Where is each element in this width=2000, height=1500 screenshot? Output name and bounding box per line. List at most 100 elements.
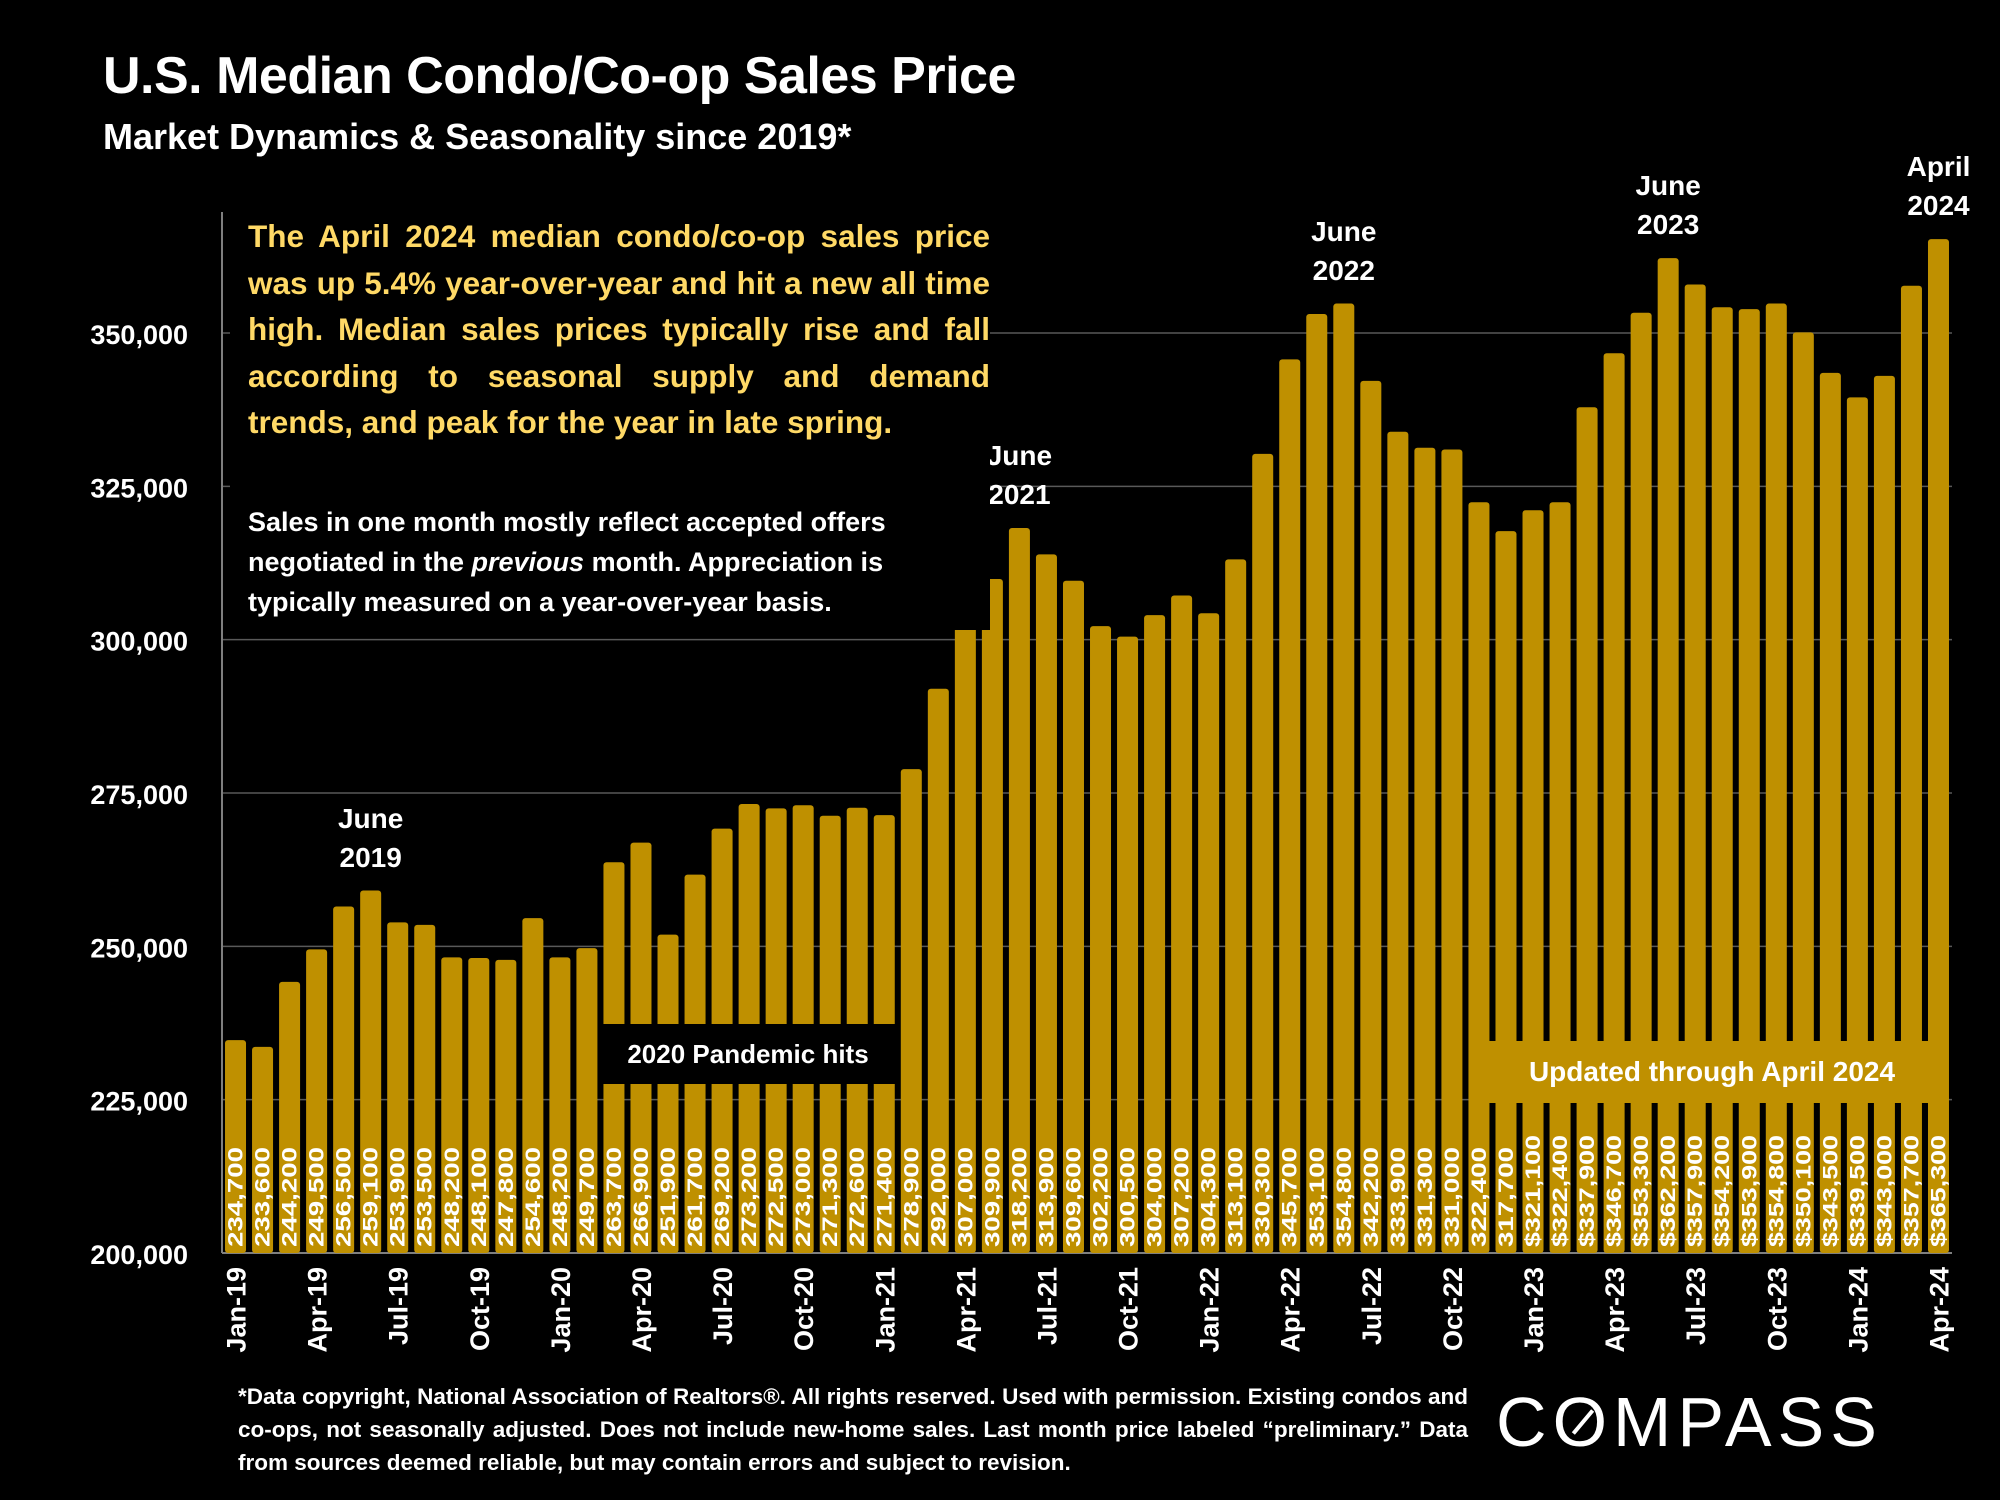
bar-Feb-22: [1225, 559, 1247, 1253]
bar-Feb-19: [252, 1046, 274, 1253]
bar-Jan-20: [549, 957, 571, 1253]
bar-Apr-22: [1279, 359, 1301, 1254]
y-tick-label: 200,000: [90, 1240, 188, 1270]
bar-value-label: 263,700: [603, 1147, 626, 1247]
bar-value-label: 342,200: [1360, 1147, 1383, 1247]
bar-value-label: 307,200: [1171, 1147, 1194, 1247]
y-tick-label: 350,000: [90, 320, 188, 350]
bar-value-label: 307,000: [954, 1147, 977, 1247]
bar-Apr-23: [1603, 353, 1625, 1253]
bar-value-label: $354,800: [1765, 1135, 1788, 1247]
x-axis: Jan-19 Apr-19 Jul-19 Oct-19 Jan-20 Apr-20 Jul-…: [222, 1267, 1955, 1353]
bar-Dec-19: [522, 918, 544, 1253]
y-tick-label: 300,000: [90, 627, 188, 657]
footnote: *Data copyright, National Association of…: [238, 1384, 1468, 1475]
bar-Aug-22: [1387, 431, 1409, 1253]
bar-Dec-21: [1171, 595, 1193, 1253]
bar-value-label: 248,200: [549, 1147, 572, 1247]
bar-Feb-20: [576, 948, 598, 1253]
bar-value-label: 254,600: [522, 1147, 545, 1247]
bar-Dec-23: [1819, 372, 1841, 1253]
bar-value-label: 249,500: [306, 1147, 329, 1247]
peak-label-year: 2021: [988, 479, 1051, 511]
bar-value-label: 318,200: [1008, 1147, 1031, 1247]
bar-May-19: [333, 906, 355, 1253]
peak-label-month: June: [1311, 215, 1377, 247]
bar-value-label: 292,000: [927, 1147, 950, 1247]
x-tick-label: Apr-19: [303, 1267, 333, 1353]
peak-label-year: 2019: [339, 841, 402, 873]
peak-label: June 2021: [959, 436, 1079, 514]
bar-Feb-24: [1873, 375, 1895, 1253]
bar-Sep-19: [441, 957, 463, 1253]
bar-value-label: 233,600: [252, 1147, 275, 1247]
x-tick-label: Oct-21: [1114, 1267, 1144, 1351]
bar-value-label: $357,900: [1684, 1135, 1707, 1247]
x-tick-label: Apr-24: [1924, 1267, 1954, 1353]
commentary-note: Sales in one month mostly reflect accept…: [248, 502, 948, 622]
commentary-lead: The April 2024 median condo/co-op sales …: [248, 218, 990, 440]
peak-label-month: June: [986, 440, 1053, 472]
bar-value-label: $353,300: [1630, 1135, 1653, 1247]
bar-value-label: 313,900: [1035, 1147, 1058, 1247]
bar-Mar-19: [279, 981, 301, 1253]
bar-Aug-21: [1062, 580, 1084, 1253]
bar-Apr-24: [1927, 239, 1949, 1253]
bar-Mar-21: [927, 688, 949, 1253]
updated-through-badge: Updated through April 2024: [1476, 1041, 1948, 1103]
bar-May-23: [1630, 312, 1652, 1253]
bar-value-label: 249,700: [576, 1147, 599, 1247]
bar-value-label: 331,300: [1414, 1147, 1437, 1247]
bar-value-label: $350,100: [1792, 1135, 1815, 1247]
bar-value-label: 330,300: [1252, 1147, 1275, 1247]
x-tick-label: Apr-21: [951, 1267, 981, 1353]
bar-Mar-23: [1576, 407, 1598, 1253]
bar-value-label: 272,500: [765, 1147, 788, 1247]
x-tick-label: Jul-19: [384, 1267, 414, 1345]
bar-value-label: 302,200: [1090, 1147, 1113, 1247]
note-italic: previous: [471, 547, 585, 577]
bar-Jan-24: [1846, 397, 1868, 1253]
bar-value-label: $343,500: [1819, 1135, 1842, 1247]
bar-Jul-19: [387, 922, 409, 1253]
x-tick-label: Oct-23: [1762, 1267, 1792, 1351]
bar-value-label: 331,000: [1441, 1147, 1464, 1247]
bar-Jan-19: [225, 1040, 247, 1253]
bar-Sep-22: [1414, 447, 1436, 1253]
bar-value-label: 309,900: [981, 1147, 1004, 1247]
peak-label: June 2023: [1608, 166, 1728, 244]
bar-Jun-23: [1657, 258, 1679, 1253]
x-tick-label: Jul-23: [1681, 1267, 1711, 1345]
bar-Nov-23: [1792, 332, 1814, 1253]
peak-label: April 2024: [1878, 147, 1998, 225]
bar-value-label: 300,500: [1117, 1147, 1140, 1247]
peak-label-month: June: [337, 802, 404, 834]
peak-label: June 2019: [311, 799, 431, 877]
bar-value-label: 304,000: [1144, 1147, 1167, 1247]
y-tick-label: 225,000: [90, 1087, 188, 1117]
bar-value-label: $337,900: [1576, 1135, 1599, 1247]
bar-value-label: 248,100: [468, 1147, 491, 1247]
y-tick-label: 275,000: [90, 780, 188, 810]
bar-value-label: 353,100: [1306, 1147, 1329, 1247]
bar-Nov-22: [1468, 502, 1490, 1253]
chart-subtitle: Market Dynamics & Seasonality since 2019…: [103, 116, 852, 157]
peak-label: June 2022: [1284, 212, 1404, 290]
bar-value-label: 253,900: [387, 1147, 410, 1247]
bar-Apr-19: [306, 949, 328, 1253]
bar-value-label: 234,700: [225, 1147, 248, 1247]
bar-value-label: 259,100: [360, 1147, 383, 1247]
x-tick-label: Jan-23: [1519, 1267, 1549, 1353]
bar-value-label: 272,600: [846, 1147, 869, 1247]
bar-Mar-24: [1900, 285, 1922, 1254]
bar-value-label: $346,700: [1603, 1135, 1626, 1247]
bar-value-label: 309,600: [1062, 1147, 1085, 1247]
bar-Jul-22: [1360, 380, 1382, 1254]
bar-value-label: 256,500: [333, 1147, 356, 1247]
bar-Apr-21: [954, 596, 976, 1253]
x-tick-label: Apr-22: [1276, 1267, 1306, 1353]
peak-label-year: 2024: [1907, 190, 1970, 222]
bar-Oct-19: [468, 957, 490, 1253]
x-tick-label: Jan-22: [1195, 1267, 1225, 1353]
commentary-box: The April 2024 median condo/co-op sales …: [230, 205, 990, 630]
